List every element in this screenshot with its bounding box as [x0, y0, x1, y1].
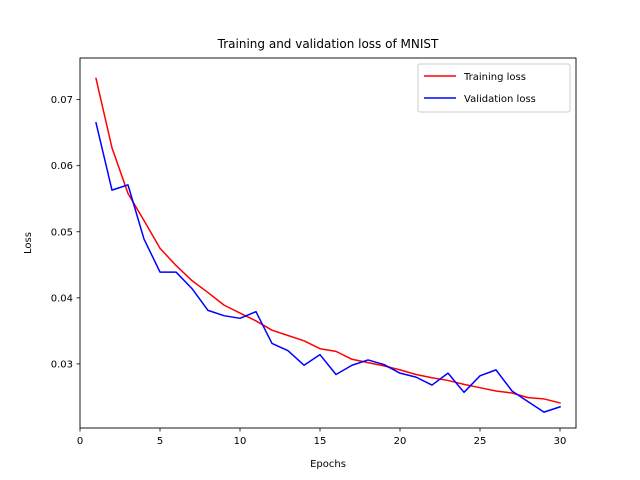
x-tick-label: 20 [394, 436, 407, 447]
x-tick-label: 10 [234, 436, 247, 447]
x-axis-ticks: 0 5 10 15 20 25 30 [77, 428, 567, 447]
y-axis-ticks: 0.03 0.04 0.05 0.06 0.07 [51, 95, 80, 370]
chart-title: Training and validation loss of MNIST [217, 37, 439, 51]
x-tick-label: 0 [77, 436, 83, 447]
y-tick-label: 0.07 [51, 95, 73, 106]
legend-label-training: Training loss [463, 72, 526, 83]
y-tick-label: 0.04 [51, 293, 73, 304]
plot-frame [79, 57, 577, 429]
y-axis-label: Loss [23, 232, 34, 254]
x-tick-label: 15 [314, 436, 327, 447]
x-tick-label: 25 [474, 436, 487, 447]
series-line-1 [95, 121, 561, 413]
x-axis-label: Epochs [310, 459, 346, 470]
x-tick-label: 5 [157, 436, 163, 447]
x-tick-label: 30 [554, 436, 567, 447]
y-tick-label: 0.06 [51, 161, 73, 172]
legend-label-validation: Validation loss [464, 94, 536, 105]
series-line-0 [95, 77, 561, 404]
y-tick-label: 0.03 [51, 359, 73, 370]
y-tick-label: 0.05 [51, 227, 73, 238]
legend: Training loss Validation loss [417, 63, 571, 113]
plot-lines [95, 77, 561, 413]
